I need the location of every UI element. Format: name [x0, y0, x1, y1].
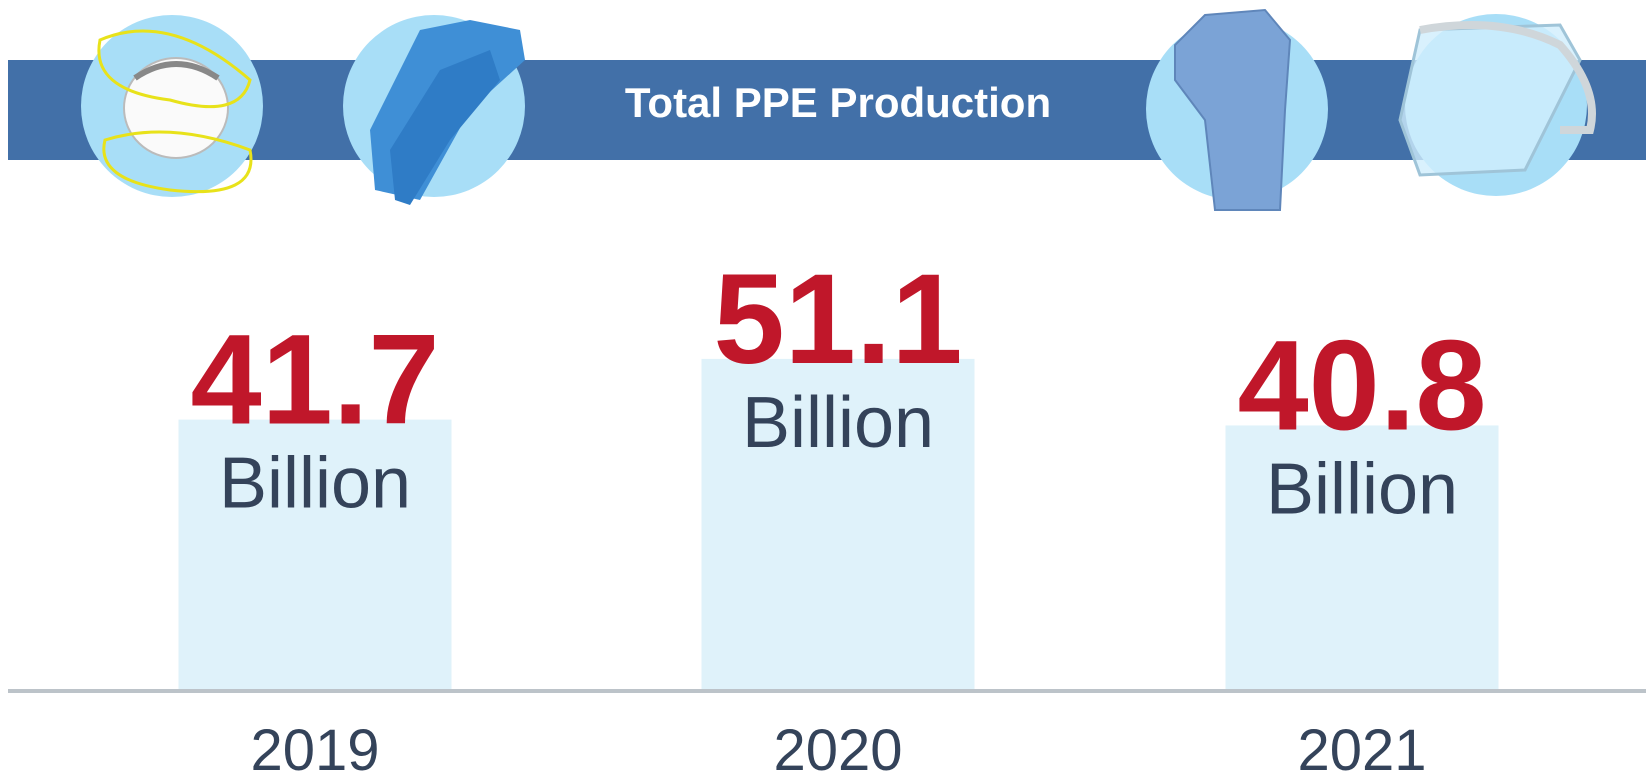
unit-label: Billion: [219, 444, 411, 524]
page: Total PPE Production 41.7Billion201951.1…: [0, 0, 1646, 776]
value-label: 51.1: [713, 248, 962, 391]
x-tick-label: 2019: [250, 718, 379, 776]
unit-label: Billion: [1266, 449, 1458, 529]
mask-icon: [81, 15, 263, 197]
value-label: 40.8: [1237, 314, 1486, 457]
x-tick-label: 2021: [1297, 718, 1426, 776]
gloves-icon: [343, 15, 525, 205]
chart: Total PPE Production 41.7Billion201951.1…: [0, 0, 1646, 776]
gown-icon: [1146, 10, 1328, 210]
unit-label: Billion: [742, 383, 934, 463]
x-tick-label: 2020: [773, 718, 902, 776]
face-shield-icon: [1400, 14, 1592, 196]
value-label: 41.7: [190, 309, 439, 452]
chart-title: Total PPE Production: [625, 79, 1051, 126]
